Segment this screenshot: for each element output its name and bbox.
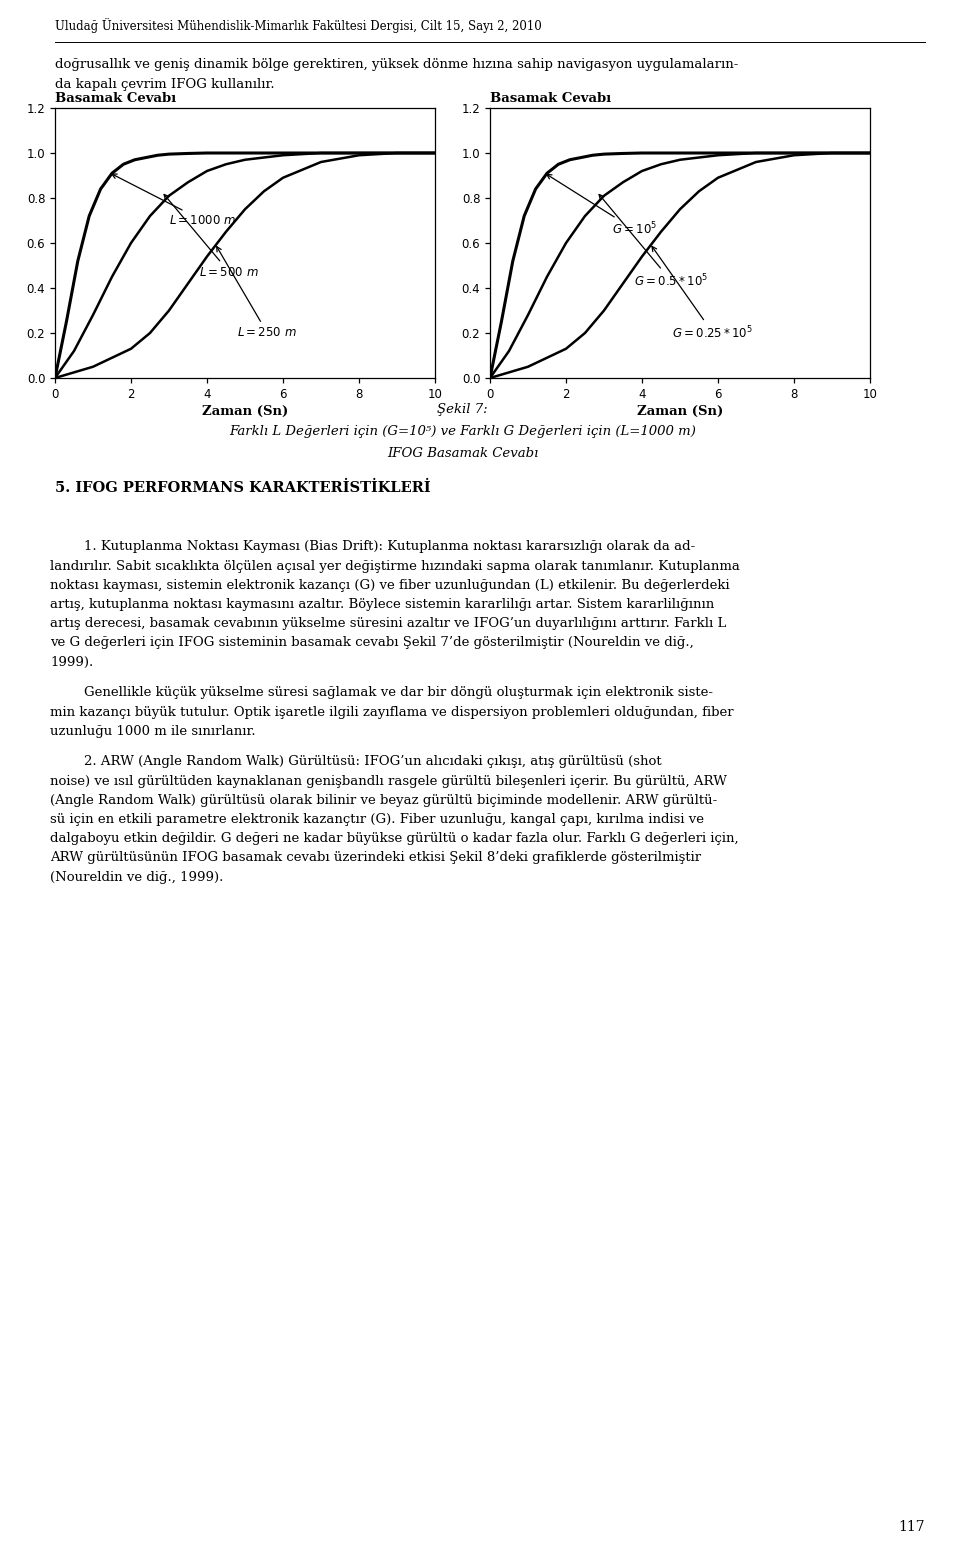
- Text: noise) ve ısıl gürültüden kaynaklanan genişbandlı rasgele gürültü bileşenleri iç: noise) ve ısıl gürültüden kaynaklanan ge…: [50, 775, 727, 787]
- X-axis label: Zaman (Sn): Zaman (Sn): [636, 405, 723, 418]
- Text: Basamak Cevabı: Basamak Cevabı: [490, 92, 612, 106]
- Text: landırılır. Sabit sıcaklıkta ölçülen açısal yer değiştirme hızındaki sapma olara: landırılır. Sabit sıcaklıkta ölçülen açı…: [50, 560, 740, 572]
- Text: artış derecesi, basamak cevabının yükselme süresini azaltır ve IFOG’un duyarlılı: artış derecesi, basamak cevabının yüksel…: [50, 617, 727, 630]
- Text: doğrusallık ve geniş dinamik bölge gerektiren, yüksek dönme hızına sahip navigas: doğrusallık ve geniş dinamik bölge gerek…: [55, 58, 738, 72]
- Text: 117: 117: [899, 1520, 925, 1534]
- Text: (Noureldin ve diğ., 1999).: (Noureldin ve diğ., 1999).: [50, 870, 224, 884]
- Text: 1999).: 1999).: [50, 656, 93, 669]
- Text: $L=250\ m$: $L=250\ m$: [217, 246, 298, 340]
- Text: $G=0.25*10^5$: $G=0.25*10^5$: [652, 246, 754, 341]
- Text: da kapalı çevrim IFOG kullanılır.: da kapalı çevrim IFOG kullanılır.: [55, 78, 275, 90]
- Text: IFOG Basamak Cevabı: IFOG Basamak Cevabı: [387, 447, 539, 460]
- Text: (Angle Random Walk) gürültüsü olarak bilinir ve beyaz gürültü biçiminde modellen: (Angle Random Walk) gürültüsü olarak bil…: [50, 794, 717, 808]
- Text: $L=1000\ m$: $L=1000\ m$: [112, 175, 236, 228]
- Text: ve G değerleri için IFOG sisteminin basamak cevabı Şekil 7’de gösterilmiştir (No: ve G değerleri için IFOG sisteminin basa…: [50, 636, 694, 650]
- X-axis label: Zaman (Sn): Zaman (Sn): [202, 405, 288, 418]
- Text: Uludağ Üniversitesi Mühendislik-Mimarlık Fakültesi Dergisi, Cilt 15, Sayı 2, 201: Uludağ Üniversitesi Mühendislik-Mimarlık…: [55, 19, 541, 33]
- Text: 1. Kutuplanma Noktası Kayması (Bias Drift): Kutuplanma noktası kararsızlığı olar: 1. Kutuplanma Noktası Kayması (Bias Drif…: [50, 541, 695, 553]
- Text: Genellikle küçük yükselme süresi sağlamak ve dar bir döngü oluşturmak için elekt: Genellikle küçük yükselme süresi sağlama…: [50, 686, 713, 700]
- Text: $G=0.5*10^5$: $G=0.5*10^5$: [599, 195, 708, 290]
- Text: uzunluğu 1000 m ile sınırlanır.: uzunluğu 1000 m ile sınırlanır.: [50, 725, 255, 737]
- Text: 2. ARW (Angle Random Walk) Gürültüsü: IFOG’un alıcıdaki çıkışı, atış gürültüsü (: 2. ARW (Angle Random Walk) Gürültüsü: IF…: [50, 756, 661, 769]
- Text: $G=10^5$: $G=10^5$: [547, 175, 657, 239]
- Text: 5. IFOG PERFORMANS KARAKTERİSTİKLERİ: 5. IFOG PERFORMANS KARAKTERİSTİKLERİ: [55, 482, 431, 496]
- Text: ARW gürültüsünün IFOG basamak cevabı üzerindeki etkisi Şekil 8’deki grafiklerde : ARW gürültüsünün IFOG basamak cevabı üze…: [50, 851, 701, 864]
- Text: dalgaboyu etkin değildir. G değeri ne kadar büyükse gürültü o kadar fazla olur. : dalgaboyu etkin değildir. G değeri ne ka…: [50, 833, 738, 845]
- Text: Şekil 7:: Şekil 7:: [437, 402, 488, 416]
- Text: sü için en etkili parametre elektronik kazançtır (G). Fiber uzunluğu, kangal çap: sü için en etkili parametre elektronik k…: [50, 814, 704, 826]
- Text: Basamak Cevabı: Basamak Cevabı: [55, 92, 177, 106]
- Text: noktası kayması, sistemin elektronik kazançı (G) ve fiber uzunluğundan (L) etkil: noktası kayması, sistemin elektronik kaz…: [50, 578, 730, 592]
- Text: Farklı L Değerleri için (G=10⁵) ve Farklı G Değerleri için (L=1000 m): Farklı L Değerleri için (G=10⁵) ve Farkl…: [229, 426, 696, 438]
- Text: $L=500\ m$: $L=500\ m$: [164, 195, 259, 279]
- Text: artış, kutuplanma noktası kaymasını azaltır. Böylece sistemin kararlilığı artar.: artış, kutuplanma noktası kaymasını azal…: [50, 599, 714, 611]
- Text: min kazançı büyük tutulur. Optik işaretle ilgili zayıflama ve dispersiyon proble: min kazançı büyük tutulur. Optik işaretl…: [50, 706, 733, 719]
